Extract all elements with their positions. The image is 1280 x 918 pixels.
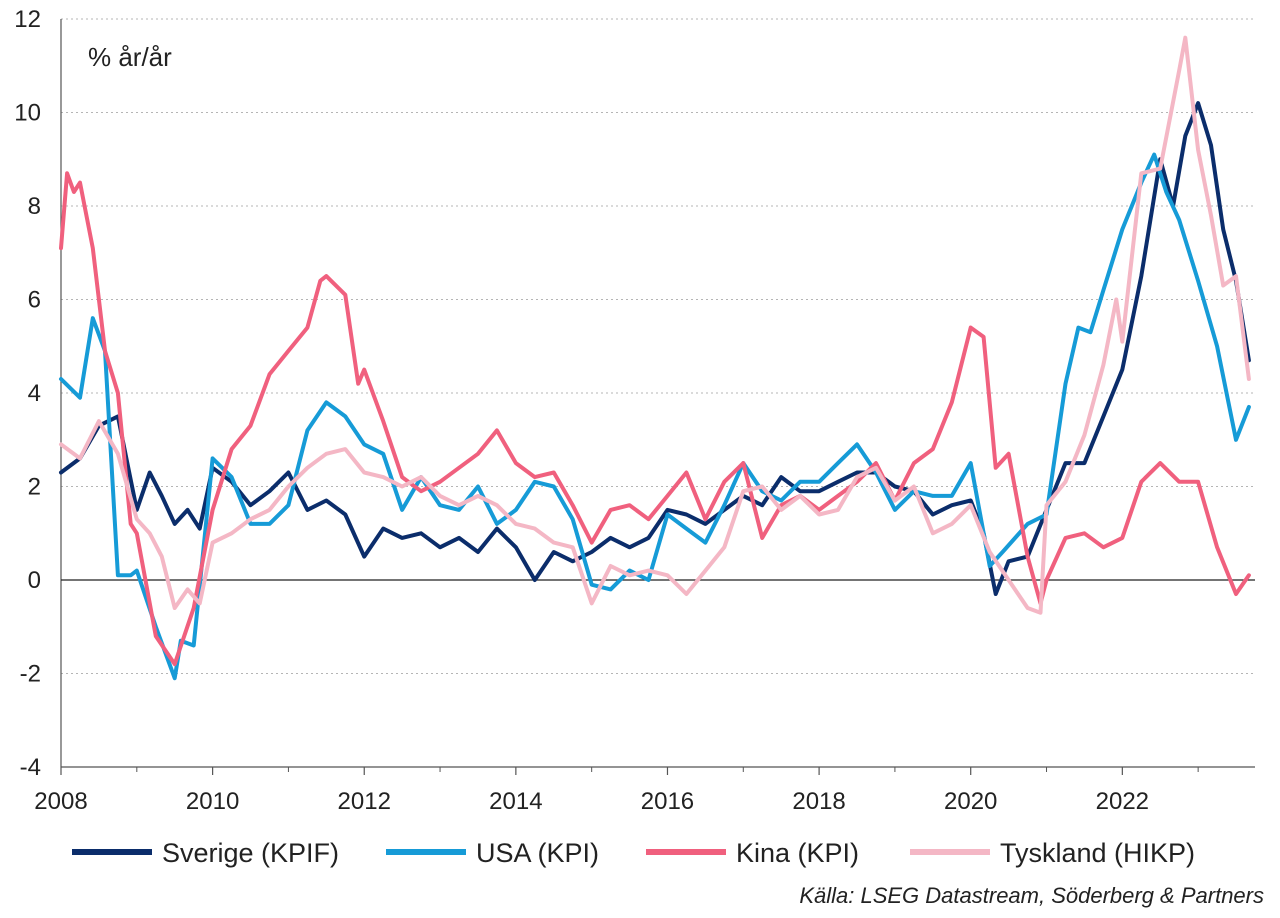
x-tick-label: 2012	[338, 788, 391, 815]
source-label: Källa: LSEG Datastream, Söderberg & Part…	[799, 883, 1264, 908]
y-tick-label: -2	[20, 661, 41, 688]
y-tick-label: 2	[28, 474, 41, 501]
x-tick-label: 2016	[641, 788, 694, 815]
y-tick-label: -4	[20, 754, 41, 781]
y-tick-label: 4	[28, 380, 41, 407]
x-tick-label: 2008	[34, 788, 87, 815]
series-line-1	[59, 101, 1251, 596]
y-tick-label: 8	[28, 193, 41, 220]
legend-label: Kina (KPI)	[736, 838, 859, 868]
x-tick-label: 2020	[944, 788, 997, 815]
y-tick-label: 12	[14, 6, 41, 33]
series-line-3	[59, 171, 1251, 667]
x-tick-label: 2022	[1096, 788, 1149, 815]
x-tick-label: 2018	[792, 788, 845, 815]
y-tick-label: 6	[28, 287, 41, 314]
series-lines	[59, 35, 1251, 681]
x-tick-label: 2010	[186, 788, 239, 815]
series-line-2	[59, 152, 1251, 681]
series-line-4	[59, 35, 1251, 615]
unit-label: % år/år	[88, 42, 172, 72]
legend-label: Tyskland (HIKP)	[1000, 838, 1195, 868]
legend-label: Sverige (KPIF)	[162, 838, 339, 868]
y-tick-label: 10	[14, 100, 41, 127]
y-tick-label: 0	[28, 567, 41, 594]
axes: -4 -2 0 2 4 6 8 10 12 2008 2010 2012 2014 2016 2018 202…	[14, 6, 1255, 815]
legend-label: USA (KPI)	[476, 838, 599, 868]
legend: Sverige (KPIF) USA (KPI) Kina (KPI) Tysklan…	[72, 838, 1195, 868]
x-tick-label: 2014	[489, 788, 542, 815]
